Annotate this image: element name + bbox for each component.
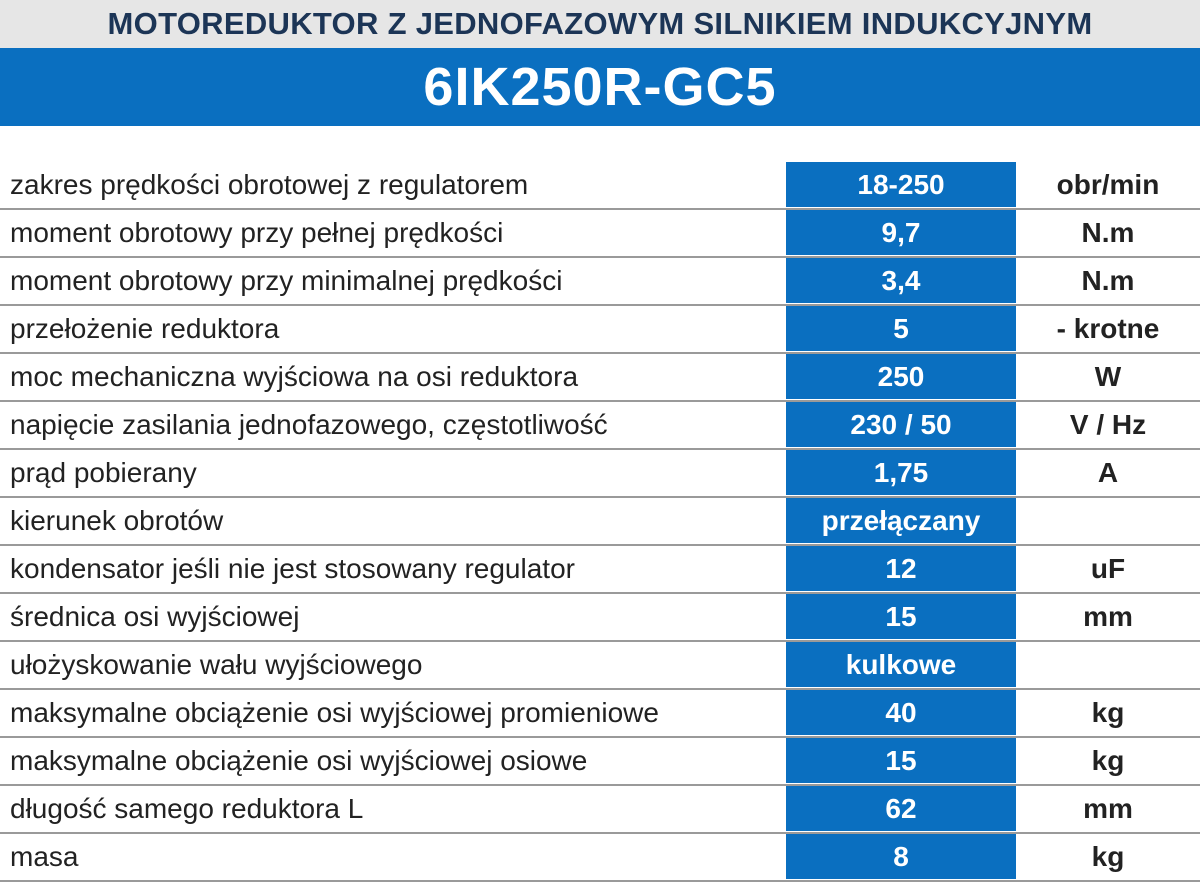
spec-label: średnica osi wyjściowej [10,601,300,632]
model-name: 6IK250R-GC5 [423,57,777,117]
spec-value: 62 [786,786,1016,831]
spec-unit: V / Hz [1069,409,1147,440]
spec-label: maksymalne obciążenie osi wyjściowej osi… [10,745,588,776]
spec-row: moment obrotowy przy minimalnej prędkośc… [0,258,1200,306]
spec-label: maksymalne obciążenie osi wyjściowej pro… [10,697,659,728]
spec-unit: N.m [1081,217,1135,248]
spec-value: przełączany [786,498,1016,543]
spec-value: 250 [786,354,1016,399]
document-header: MOTOREDUKTOR Z JEDNOFAZOWYM SILNIKIEM IN… [0,0,1200,48]
spec-unit: obr/min [1056,169,1160,200]
spec-unit: kg [1091,745,1125,776]
spec-label: prąd pobierany [10,457,197,488]
spec-unit: kg [1091,697,1125,728]
spec-row: przełożenie reduktora 5 - krotne [0,306,1200,354]
spec-label: ułożyskowanie wału wyjściowego [10,649,423,680]
spec-unit: N.m [1081,265,1135,296]
spec-label: masa [10,841,79,872]
spec-label: moc mechaniczna wyjściowa na osi redukto… [10,361,579,392]
spec-value: kulkowe [786,642,1016,687]
spec-unit [1016,642,1200,688]
spec-value: 12 [786,546,1016,591]
document-title: MOTOREDUKTOR Z JEDNOFAZOWYM SILNIKIEM IN… [107,6,1093,41]
spec-row: długość samego reduktora L 62 mm [0,786,1200,834]
spec-row: napięcie zasilania jednofazowego, często… [0,402,1200,450]
spec-unit: mm [1083,601,1133,632]
spec-value: 18-250 [786,162,1016,207]
spec-label: napięcie zasilania jednofazowego, często… [10,409,608,440]
spec-row: masa 8 kg [0,834,1200,882]
spec-label: moment obrotowy przy minimalnej prędkośc… [10,265,563,296]
spec-value: 1,75 [786,450,1016,495]
spec-row: kondensator jeśli nie jest stosowany reg… [0,546,1200,594]
spec-row: średnica osi wyjściowej 15 mm [0,594,1200,642]
spec-label: kierunek obrotów [10,505,224,536]
spec-row: zakres prędkości obrotowej z regulatorem… [0,162,1200,210]
spec-label: długość samego reduktora L [10,793,364,824]
spec-value: 8 [786,834,1016,879]
spec-label: zakres prędkości obrotowej z regulatorem [10,169,529,200]
spec-label: przełożenie reduktora [10,313,280,344]
spec-row: moc mechaniczna wyjściowa na osi redukto… [0,354,1200,402]
spec-unit: uF [1090,553,1126,584]
spec-label: kondensator jeśli nie jest stosowany reg… [10,553,575,584]
model-banner: 6IK250R-GC5 [0,48,1200,126]
spec-row: maksymalne obciążenie osi wyjściowej osi… [0,738,1200,786]
spec-unit: A [1097,457,1119,488]
spec-value: 15 [786,594,1016,639]
spec-value: 15 [786,738,1016,783]
spec-unit: mm [1083,793,1133,824]
spec-value: 5 [786,306,1016,351]
spec-unit: kg [1091,841,1125,872]
spec-value: 230 / 50 [786,402,1016,447]
spec-row: maksymalne obciążenie osi wyjściowej pro… [0,690,1200,738]
spec-unit: W [1094,361,1122,392]
spec-row: kierunek obrotów przełączany [0,498,1200,546]
spec-value: 40 [786,690,1016,735]
spec-value: 3,4 [786,258,1016,303]
spec-unit: - krotne [1056,313,1160,344]
spec-label: moment obrotowy przy pełnej prędkości [10,217,504,248]
spec-row: ułożyskowanie wału wyjściowego kulkowe [0,642,1200,690]
spec-value: 9,7 [786,210,1016,255]
spec-table: zakres prędkości obrotowej z regulatorem… [0,162,1200,882]
spec-unit [1016,498,1200,544]
spec-row: moment obrotowy przy pełnej prędkości 9,… [0,210,1200,258]
spec-row: prąd pobierany 1,75 A [0,450,1200,498]
